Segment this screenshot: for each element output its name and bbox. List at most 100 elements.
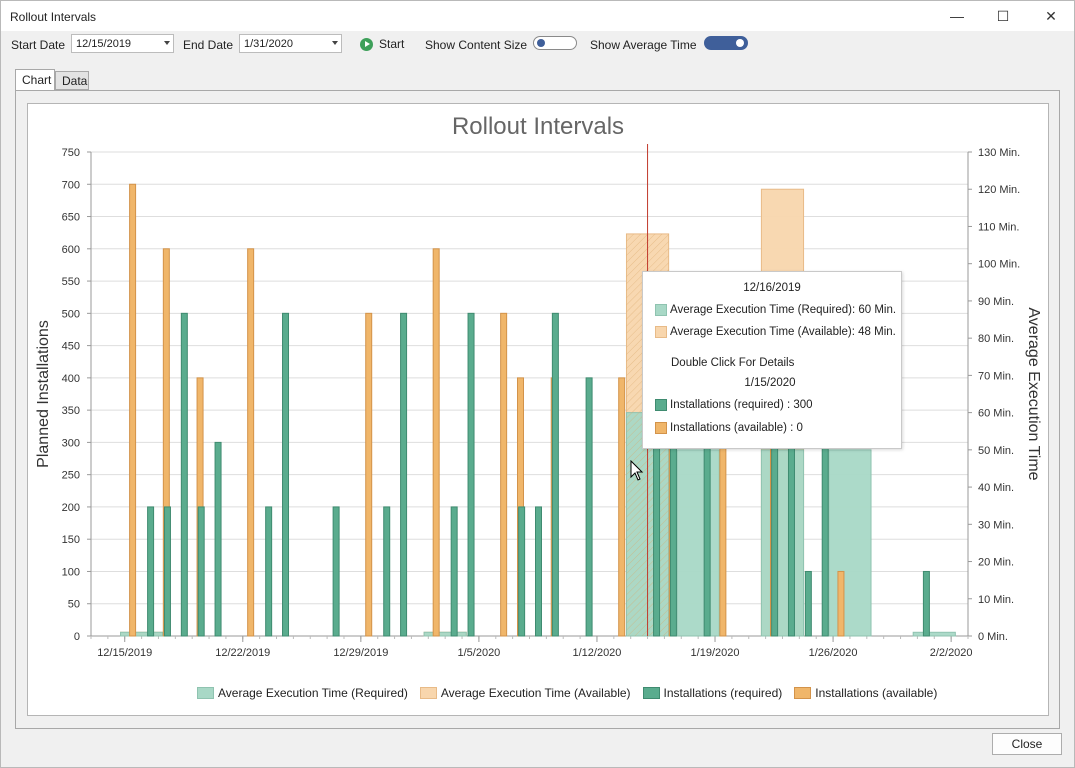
y-tick-label: 550: [62, 276, 80, 288]
y-tick-label: 600: [62, 244, 80, 256]
installation-bar: [214, 441, 222, 637]
installation-bar: [467, 312, 475, 637]
tooltip-line-4: Installations (available) : 0: [670, 422, 803, 434]
y-tick-label: 50: [68, 599, 80, 611]
x-tick-label: 1/19/2020: [691, 647, 740, 659]
installation-bar: [585, 377, 593, 637]
end-date-label: End Date: [183, 38, 234, 52]
start-button[interactable]: Start: [360, 34, 404, 54]
y2-tick-label: 100 Min.: [978, 259, 1020, 271]
avg-time-bar: [760, 449, 805, 637]
legend-item[interactable]: Installations (required): [642, 686, 783, 700]
play-icon: [360, 37, 373, 51]
x-tick-label: 12/22/2019: [215, 647, 270, 659]
tooltip-line-2: Average Execution Time (Available): 48 M…: [670, 326, 896, 338]
chevron-down-icon: [164, 41, 170, 45]
start-date-picker[interactable]: 12/15/2019: [71, 34, 174, 53]
legend-item[interactable]: Average Execution Time (Required): [197, 686, 408, 700]
y-tick-label: 0: [74, 631, 80, 643]
installation-bar: [147, 506, 155, 637]
tab-chart[interactable]: Chart: [15, 69, 55, 91]
tooltip-line-3: Installations (required) : 300: [670, 399, 813, 411]
y-axis-title: Planned Installations: [35, 320, 52, 468]
y2-tick-label: 20 Min.: [978, 557, 1014, 569]
show-average-time-label: Show Average Time: [590, 38, 697, 52]
tooltip-row: Installations (required) : 300: [655, 399, 813, 411]
y2-tick-label: 10 Min.: [978, 594, 1014, 606]
avg-time-bar: [912, 631, 956, 637]
show-content-size-label: Show Content Size: [425, 38, 528, 52]
installation-bar: [332, 506, 340, 637]
tooltip-date-1: 12/16/2019: [743, 282, 801, 294]
y-tick-label: 750: [62, 147, 80, 159]
avg-time-bar: [120, 631, 164, 637]
legend-swatch: [197, 687, 214, 699]
x-tick-label: 12/29/2019: [333, 647, 388, 659]
show-average-time-toggle[interactable]: [704, 36, 748, 50]
end-date-value: 1/31/2020: [244, 38, 293, 50]
legend-label: Installations (available): [815, 686, 938, 700]
legend-swatch: [655, 304, 667, 316]
installation-bar: [265, 506, 273, 637]
tooltip-hint: Double Click For Details: [671, 357, 795, 369]
show-content-size-toggle[interactable]: [533, 36, 577, 50]
installation-bar: [703, 441, 711, 637]
installation-bar: [400, 312, 408, 637]
legend-swatch: [794, 687, 812, 699]
chart-legend: Average Execution Time (Required) Averag…: [197, 686, 949, 700]
x-tick-label: 1/5/2020: [457, 647, 500, 659]
tooltip-row: Average Execution Time (Available): 48 M…: [655, 326, 896, 338]
close-button[interactable]: Close: [992, 733, 1062, 755]
installation-bar: [787, 441, 795, 637]
close-window-button[interactable]: ✕: [1045, 7, 1057, 24]
installation-bar: [535, 506, 542, 637]
y2-tick-label: 120 Min.: [978, 184, 1020, 196]
avg-time-bar: [676, 449, 720, 637]
y-tick-label: 450: [62, 341, 80, 353]
end-date-picker[interactable]: 1/31/2020: [239, 34, 342, 53]
avg-time-bar: [423, 631, 467, 637]
legend-item[interactable]: Installations (available): [794, 686, 937, 700]
legend-label: Average Execution Time (Available): [440, 686, 631, 700]
installation-bar: [197, 506, 205, 637]
start-button-label: Start: [379, 37, 405, 51]
installation-bar: [247, 248, 255, 637]
y2-tick-label: 90 Min.: [978, 296, 1014, 308]
tab-data[interactable]: Data: [55, 71, 89, 90]
installation-bar: [500, 312, 508, 637]
maximize-button[interactable]: ☐: [996, 7, 1010, 24]
minimize-button[interactable]: —: [950, 8, 964, 24]
legend-item[interactable]: Average Execution Time (Available): [419, 686, 631, 700]
installation-bar: [365, 312, 373, 637]
y-tick-label: 100: [62, 566, 80, 578]
y-tick-label: 150: [62, 534, 80, 546]
y-tick-label: 250: [62, 470, 80, 482]
start-date-label: Start Date: [11, 38, 66, 52]
tooltip-row: Average Execution Time (Required): 60 Mi…: [655, 304, 896, 316]
title-bar: Rollout Intervals — ☐ ✕: [1, 1, 1074, 31]
x-tick-label: 2/2/2020: [930, 647, 973, 659]
chart-title: Rollout Intervals: [452, 113, 624, 140]
chart-panel: Rollout Intervals 0 50 100 150 200 250 300 350 40…: [15, 90, 1060, 729]
y2-tick-label: 70 Min.: [978, 370, 1014, 382]
installation-bar: [180, 312, 188, 637]
installation-bar: [618, 377, 626, 637]
installation-bar: [432, 248, 440, 637]
x-tick-label: 12/15/2019: [97, 647, 152, 659]
installation-bar: [282, 312, 290, 637]
legend-swatch: [419, 687, 437, 699]
installation-bar: [163, 506, 171, 637]
legend-swatch: [642, 687, 660, 699]
toggle-knob: [736, 39, 744, 47]
installation-bar: [821, 441, 829, 637]
installation-bar: [518, 506, 526, 637]
y2-tick-label: 110 Min.: [978, 221, 1019, 233]
installation-bar: [129, 183, 137, 637]
chart-tooltip: 12/16/2019 Average Execution Time (Requi…: [642, 271, 902, 449]
y2-tick-label: 130 Min.: [978, 147, 1020, 159]
y2-tick-label: 60 Min.: [978, 408, 1014, 420]
legend-label: Installations (required): [663, 686, 783, 700]
installation-bar: [771, 441, 779, 637]
y-tick-label: 200: [62, 502, 80, 514]
